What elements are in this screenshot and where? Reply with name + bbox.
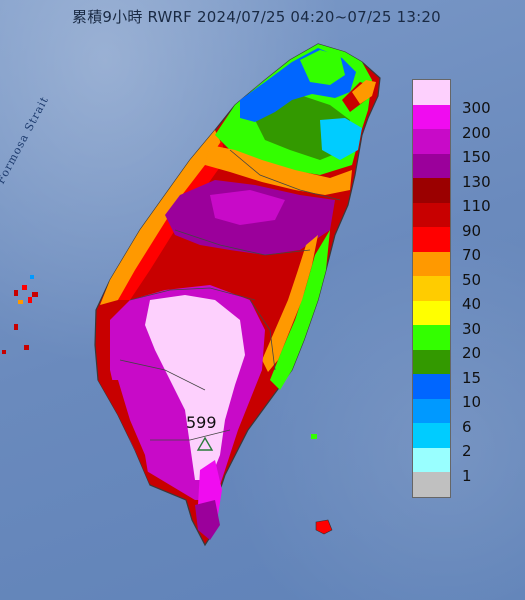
- legend-label: 110: [462, 197, 491, 215]
- legend-label: 200: [462, 123, 491, 142]
- legend-swatch: [413, 178, 450, 203]
- legend-swatch: [413, 472, 450, 497]
- legend-label: 150: [462, 148, 491, 166]
- legend-label: 130: [462, 172, 491, 191]
- legend-swatch: [413, 129, 450, 154]
- legend-swatch: [413, 349, 450, 374]
- northeast-yellow-patch: [352, 80, 376, 104]
- east-coast-strip: [270, 230, 330, 390]
- map-title: 累積9小時 RWRF 2024/07/25 04:20~07/25 13:20: [72, 8, 441, 26]
- legend-swatch: [413, 398, 450, 423]
- penghu-islands: [2, 275, 38, 354]
- legend-label: 2: [462, 442, 472, 460]
- legend-labels: 300 200 150 130 110 90 70 50 40 30 20 15 10 6 2 1: [462, 96, 491, 488]
- central-magenta: [210, 190, 285, 225]
- legend-label: 1: [462, 466, 472, 485]
- legend-swatch: [413, 202, 450, 227]
- legend-label: 50: [462, 270, 482, 289]
- north-tip-green: [300, 50, 345, 85]
- legend-swatch: [413, 423, 450, 448]
- legend-swatch: [413, 300, 450, 325]
- legend-label: 20: [462, 344, 482, 362]
- west-coast-band: [100, 130, 222, 305]
- legend-swatch: [413, 447, 450, 472]
- legend-swatch: [413, 374, 450, 399]
- max-triangle-marker: [196, 436, 214, 451]
- legend-label: 10: [462, 393, 482, 411]
- legend-swatch: [413, 276, 450, 301]
- southwest-red-band: [98, 380, 150, 485]
- south-tip-purple: [195, 500, 220, 540]
- legend-swatch: [413, 227, 450, 252]
- legend-label: 6: [462, 417, 472, 436]
- legend-swatch: [413, 80, 450, 105]
- legend-swatch: [413, 251, 450, 276]
- northeast-light-blue: [320, 118, 362, 160]
- county-boundaries: [119, 149, 341, 441]
- legend-colorbar: [412, 79, 451, 498]
- north-orange-band: [205, 145, 352, 195]
- legend-label: 300: [462, 99, 491, 117]
- legend-swatch: [413, 325, 450, 350]
- east-coast-orange: [262, 235, 318, 372]
- offshore-islands: [311, 434, 333, 535]
- max-value-label: 599: [186, 413, 217, 432]
- legend-label: 30: [462, 319, 482, 338]
- legend-label: 90: [462, 221, 482, 240]
- legend-label: 15: [462, 368, 482, 387]
- legend-label: 70: [462, 246, 482, 264]
- legend-swatch: [413, 104, 450, 129]
- legend-swatch: [413, 153, 450, 178]
- legend-label: 40: [462, 295, 482, 313]
- south-pink-core: [145, 295, 245, 480]
